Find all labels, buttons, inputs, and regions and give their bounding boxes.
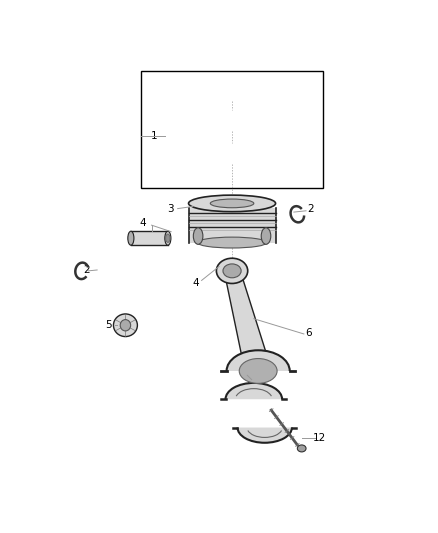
Ellipse shape xyxy=(128,231,134,245)
Bar xyxy=(131,231,168,245)
Text: 4: 4 xyxy=(193,278,199,288)
Ellipse shape xyxy=(175,112,290,129)
Text: 7: 7 xyxy=(245,376,252,386)
Ellipse shape xyxy=(185,116,279,125)
Polygon shape xyxy=(237,427,292,443)
Ellipse shape xyxy=(113,314,138,336)
Text: 12: 12 xyxy=(312,433,326,443)
Ellipse shape xyxy=(120,320,131,331)
Ellipse shape xyxy=(197,237,267,248)
Ellipse shape xyxy=(223,264,241,278)
Text: 4: 4 xyxy=(140,218,146,228)
Ellipse shape xyxy=(182,148,282,159)
Ellipse shape xyxy=(261,228,271,244)
Text: 2: 2 xyxy=(307,204,314,214)
Polygon shape xyxy=(225,269,271,374)
Ellipse shape xyxy=(171,80,293,101)
Text: 6: 6 xyxy=(305,328,311,337)
Bar xyxy=(141,71,323,188)
Text: 3: 3 xyxy=(167,204,173,214)
Ellipse shape xyxy=(166,234,170,243)
Ellipse shape xyxy=(216,258,248,284)
Polygon shape xyxy=(226,383,282,399)
Ellipse shape xyxy=(239,359,277,383)
Text: 2: 2 xyxy=(83,264,89,274)
Bar xyxy=(188,208,276,243)
Ellipse shape xyxy=(193,228,203,244)
Ellipse shape xyxy=(171,144,293,163)
Text: 1: 1 xyxy=(150,131,157,141)
Ellipse shape xyxy=(165,231,171,245)
Ellipse shape xyxy=(188,195,276,212)
Polygon shape xyxy=(226,350,290,371)
Ellipse shape xyxy=(297,445,306,452)
Text: 5: 5 xyxy=(106,320,112,330)
Ellipse shape xyxy=(210,199,254,208)
Ellipse shape xyxy=(182,85,282,96)
